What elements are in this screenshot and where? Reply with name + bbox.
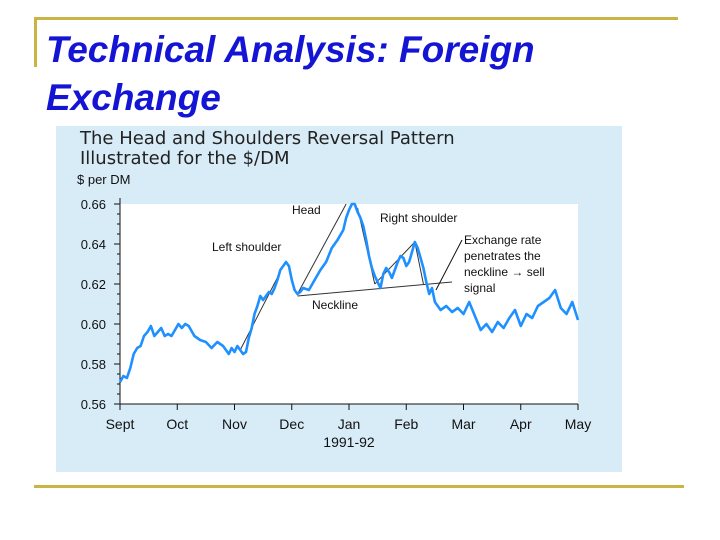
slide-title: Technical Analysis: Foreign Exchange bbox=[46, 29, 535, 118]
y-axis-unit-label: $ per DM bbox=[77, 172, 131, 187]
y-tick-label: 0.66 bbox=[81, 197, 106, 212]
chart-title-line-2: Illustrated for the $/DM bbox=[80, 148, 290, 169]
exchange-rate-series-line bbox=[118, 202, 580, 383]
y-tick-label: 0.58 bbox=[81, 357, 106, 372]
x-tick-label: Jan bbox=[338, 416, 361, 432]
x-tick-label: Sept bbox=[106, 416, 135, 432]
chart-title-line-1: The Head and Shoulders Reversal Pattern bbox=[80, 128, 455, 149]
x-tick-label: Oct bbox=[166, 416, 188, 432]
annotation-sell-signal-line: neckline → sell bbox=[464, 265, 545, 279]
annotation-neckline: Neckline bbox=[312, 298, 358, 312]
annotation-right-shoulder: Right shoulder bbox=[380, 211, 457, 225]
annotation-head: Head bbox=[292, 203, 321, 217]
x-tick-label: Nov bbox=[222, 416, 247, 432]
x-tick-label: Apr bbox=[510, 416, 532, 432]
x-tick-label: Mar bbox=[451, 416, 475, 432]
trend-line bbox=[414, 241, 424, 285]
plot-area bbox=[120, 204, 578, 404]
chart-title: The Head and Shoulders Reversal Pattern … bbox=[80, 129, 455, 169]
x-axis-label: 1991-92 bbox=[323, 434, 375, 450]
y-tick-label: 0.56 bbox=[81, 397, 106, 412]
x-tick-label: Dec bbox=[279, 416, 304, 432]
y-tick-label: 0.64 bbox=[81, 237, 106, 252]
annotation-sell-signal-line: signal bbox=[464, 281, 495, 295]
trend-line bbox=[239, 271, 281, 351]
bottom-rule bbox=[34, 485, 684, 488]
left-rule bbox=[34, 17, 37, 67]
x-tick-label: Feb bbox=[394, 416, 418, 432]
annotation-left-shoulder: Left shoulder bbox=[212, 240, 281, 254]
y-tick-label: 0.62 bbox=[81, 277, 106, 292]
annotation-sell-signal-line: penetrates the bbox=[464, 249, 541, 263]
top-rule bbox=[34, 17, 678, 20]
trend-line bbox=[297, 203, 347, 295]
annotation-sell-signal-line: Exchange rate bbox=[464, 233, 542, 247]
sell-signal-pointer bbox=[435, 239, 463, 291]
y-tick-label: 0.60 bbox=[81, 317, 106, 332]
x-tick-label: May bbox=[565, 416, 591, 432]
